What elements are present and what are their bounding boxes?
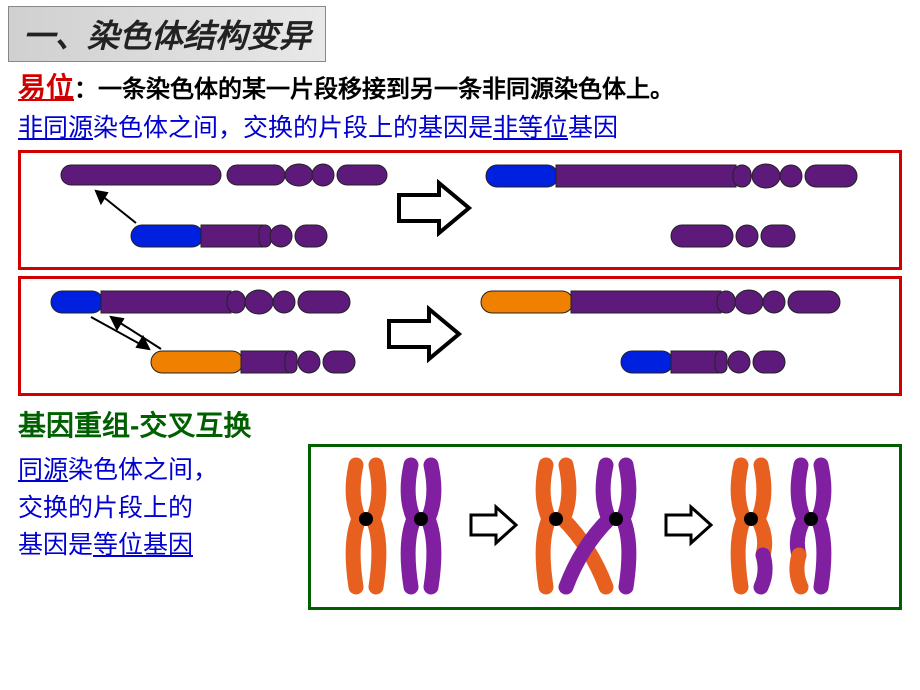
note-homologous: 同源染色体之间， 交换的片段上的 基因是等位基因 <box>18 444 298 610</box>
co-arrow1 <box>471 507 516 543</box>
d2-exchange-arrows <box>91 317 161 349</box>
co-stage1 <box>353 465 434 587</box>
d1-big-arrow <box>399 183 469 233</box>
note1-prefix: 非同源 <box>18 114 93 142</box>
note1-mid: 染色体之间，交换的片段上的基因是 <box>93 114 493 142</box>
note1-tail: 基因 <box>568 114 618 142</box>
d1-long-chrom-after <box>486 164 857 188</box>
definition-text: ：一条染色体的某一片段移接到另一条非同源染色体上。 <box>74 76 674 103</box>
co-stage2 <box>543 465 629 587</box>
term-yiwei: 易位 <box>18 72 74 103</box>
note2-l2: 交换的片段上的 <box>18 494 193 522</box>
note2-l3a: 基因是 <box>18 531 93 559</box>
d1-short-chrom-before <box>131 225 327 247</box>
note2-l1a: 同源 <box>18 456 68 484</box>
d2-long-chrom-before <box>51 290 350 314</box>
d2-long-chrom-after <box>481 290 840 314</box>
note1-suffix: 非等位 <box>493 114 568 142</box>
diagram-crossover <box>308 444 902 610</box>
diagram-translocation-1 <box>18 150 902 270</box>
note2-l1b: 染色体之间， <box>68 456 218 484</box>
d1-long-chrom-before <box>61 164 387 186</box>
co-stage3 <box>738 465 824 587</box>
d2-big-arrow <box>389 309 459 359</box>
co-arrow2 <box>666 507 711 543</box>
diagram-translocation-2 <box>18 276 902 396</box>
note-nonhomologous: 非同源染色体之间，交换的片段上的基因是非等位基因 <box>18 108 920 144</box>
note2-l3b: 等位基因 <box>93 531 193 559</box>
d2-short-chrom-before <box>151 351 355 373</box>
d2-short-chrom-after <box>621 351 785 373</box>
definition-line: 易位：一条染色体的某一片段移接到另一条非同源染色体上。 <box>18 66 920 106</box>
subtitle-crossover: 基因重组-交叉互换 <box>18 404 920 444</box>
d1-short-chrom-after <box>671 225 795 247</box>
page-title: 一、染色体结构变异 <box>8 6 326 62</box>
d1-exchange-arrows <box>96 191 136 223</box>
